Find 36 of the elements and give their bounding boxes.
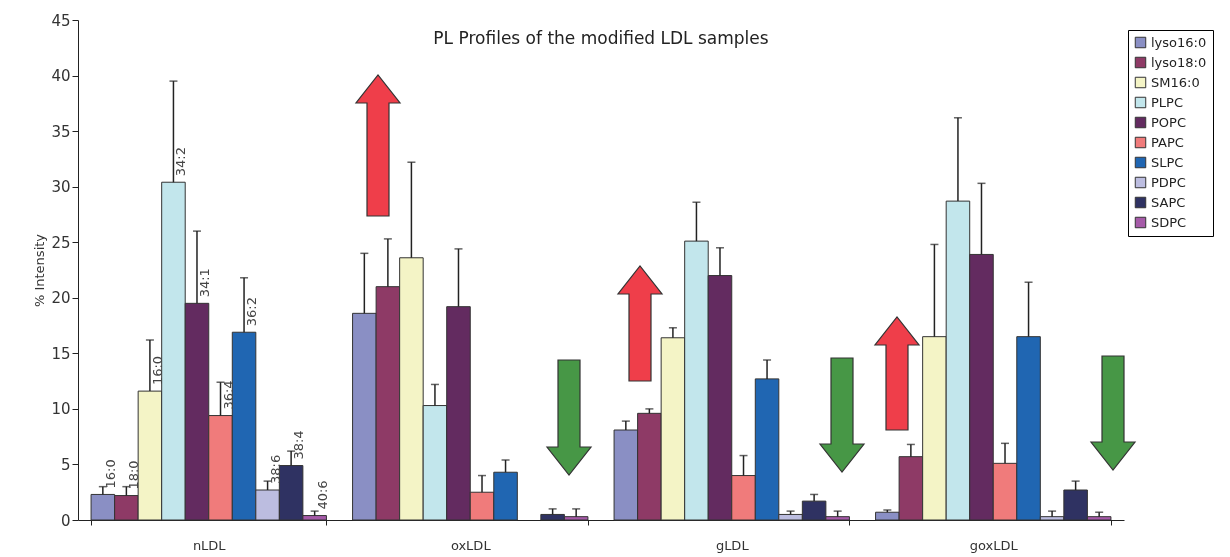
y-tick-label: 10 xyxy=(51,400,71,419)
legend-label: SLPC xyxy=(1151,154,1184,170)
data-label: 34:2 xyxy=(173,147,189,177)
legend-label: PDPC xyxy=(1151,174,1186,190)
legend-label: PLPC xyxy=(1151,94,1183,110)
data-label: 36:4 xyxy=(220,380,236,410)
legend-label: lyso18:0 xyxy=(1151,54,1207,70)
legend-label: PAPC xyxy=(1151,134,1184,150)
legend-label: lyso16:0 xyxy=(1151,34,1207,50)
x-tick-label: nLDL xyxy=(192,537,227,553)
data-label: 16:0 xyxy=(149,355,165,386)
legend-label: SAPC xyxy=(1151,194,1186,210)
data-label: 16:0 xyxy=(102,459,118,489)
x-tick-label: goxLDL xyxy=(969,537,1019,553)
legend-label: POPC xyxy=(1151,114,1186,130)
y-axis-title: % Intensity xyxy=(32,233,48,308)
y-tick-label: 25 xyxy=(51,233,71,252)
data-label: 34:1 xyxy=(196,268,212,298)
data-label: 38:6 xyxy=(267,454,283,484)
y-tick-label: 0 xyxy=(60,511,71,530)
y-tick-label: 40 xyxy=(51,67,71,86)
x-tick-label: oxLDL xyxy=(450,537,492,553)
data-label: 38:4 xyxy=(291,430,307,460)
data-label: 40:6 xyxy=(314,480,330,510)
y-tick-label: 30 xyxy=(51,178,71,197)
legend-label: SM16:0 xyxy=(1151,74,1200,90)
y-tick-label: 45 xyxy=(51,11,71,30)
y-tick-label: 5 xyxy=(60,455,71,474)
x-tick-label: gLDL xyxy=(715,537,750,553)
y-tick-label: 20 xyxy=(51,289,71,308)
y-tick-label: 35 xyxy=(51,122,71,141)
data-label: 36:2 xyxy=(244,297,260,327)
legend-label: SDPC xyxy=(1151,214,1187,230)
data-label: 18:0 xyxy=(126,460,142,490)
y-tick-label: 15 xyxy=(51,344,71,363)
text: PL Profiles of the modified LDL samples xyxy=(433,28,769,48)
